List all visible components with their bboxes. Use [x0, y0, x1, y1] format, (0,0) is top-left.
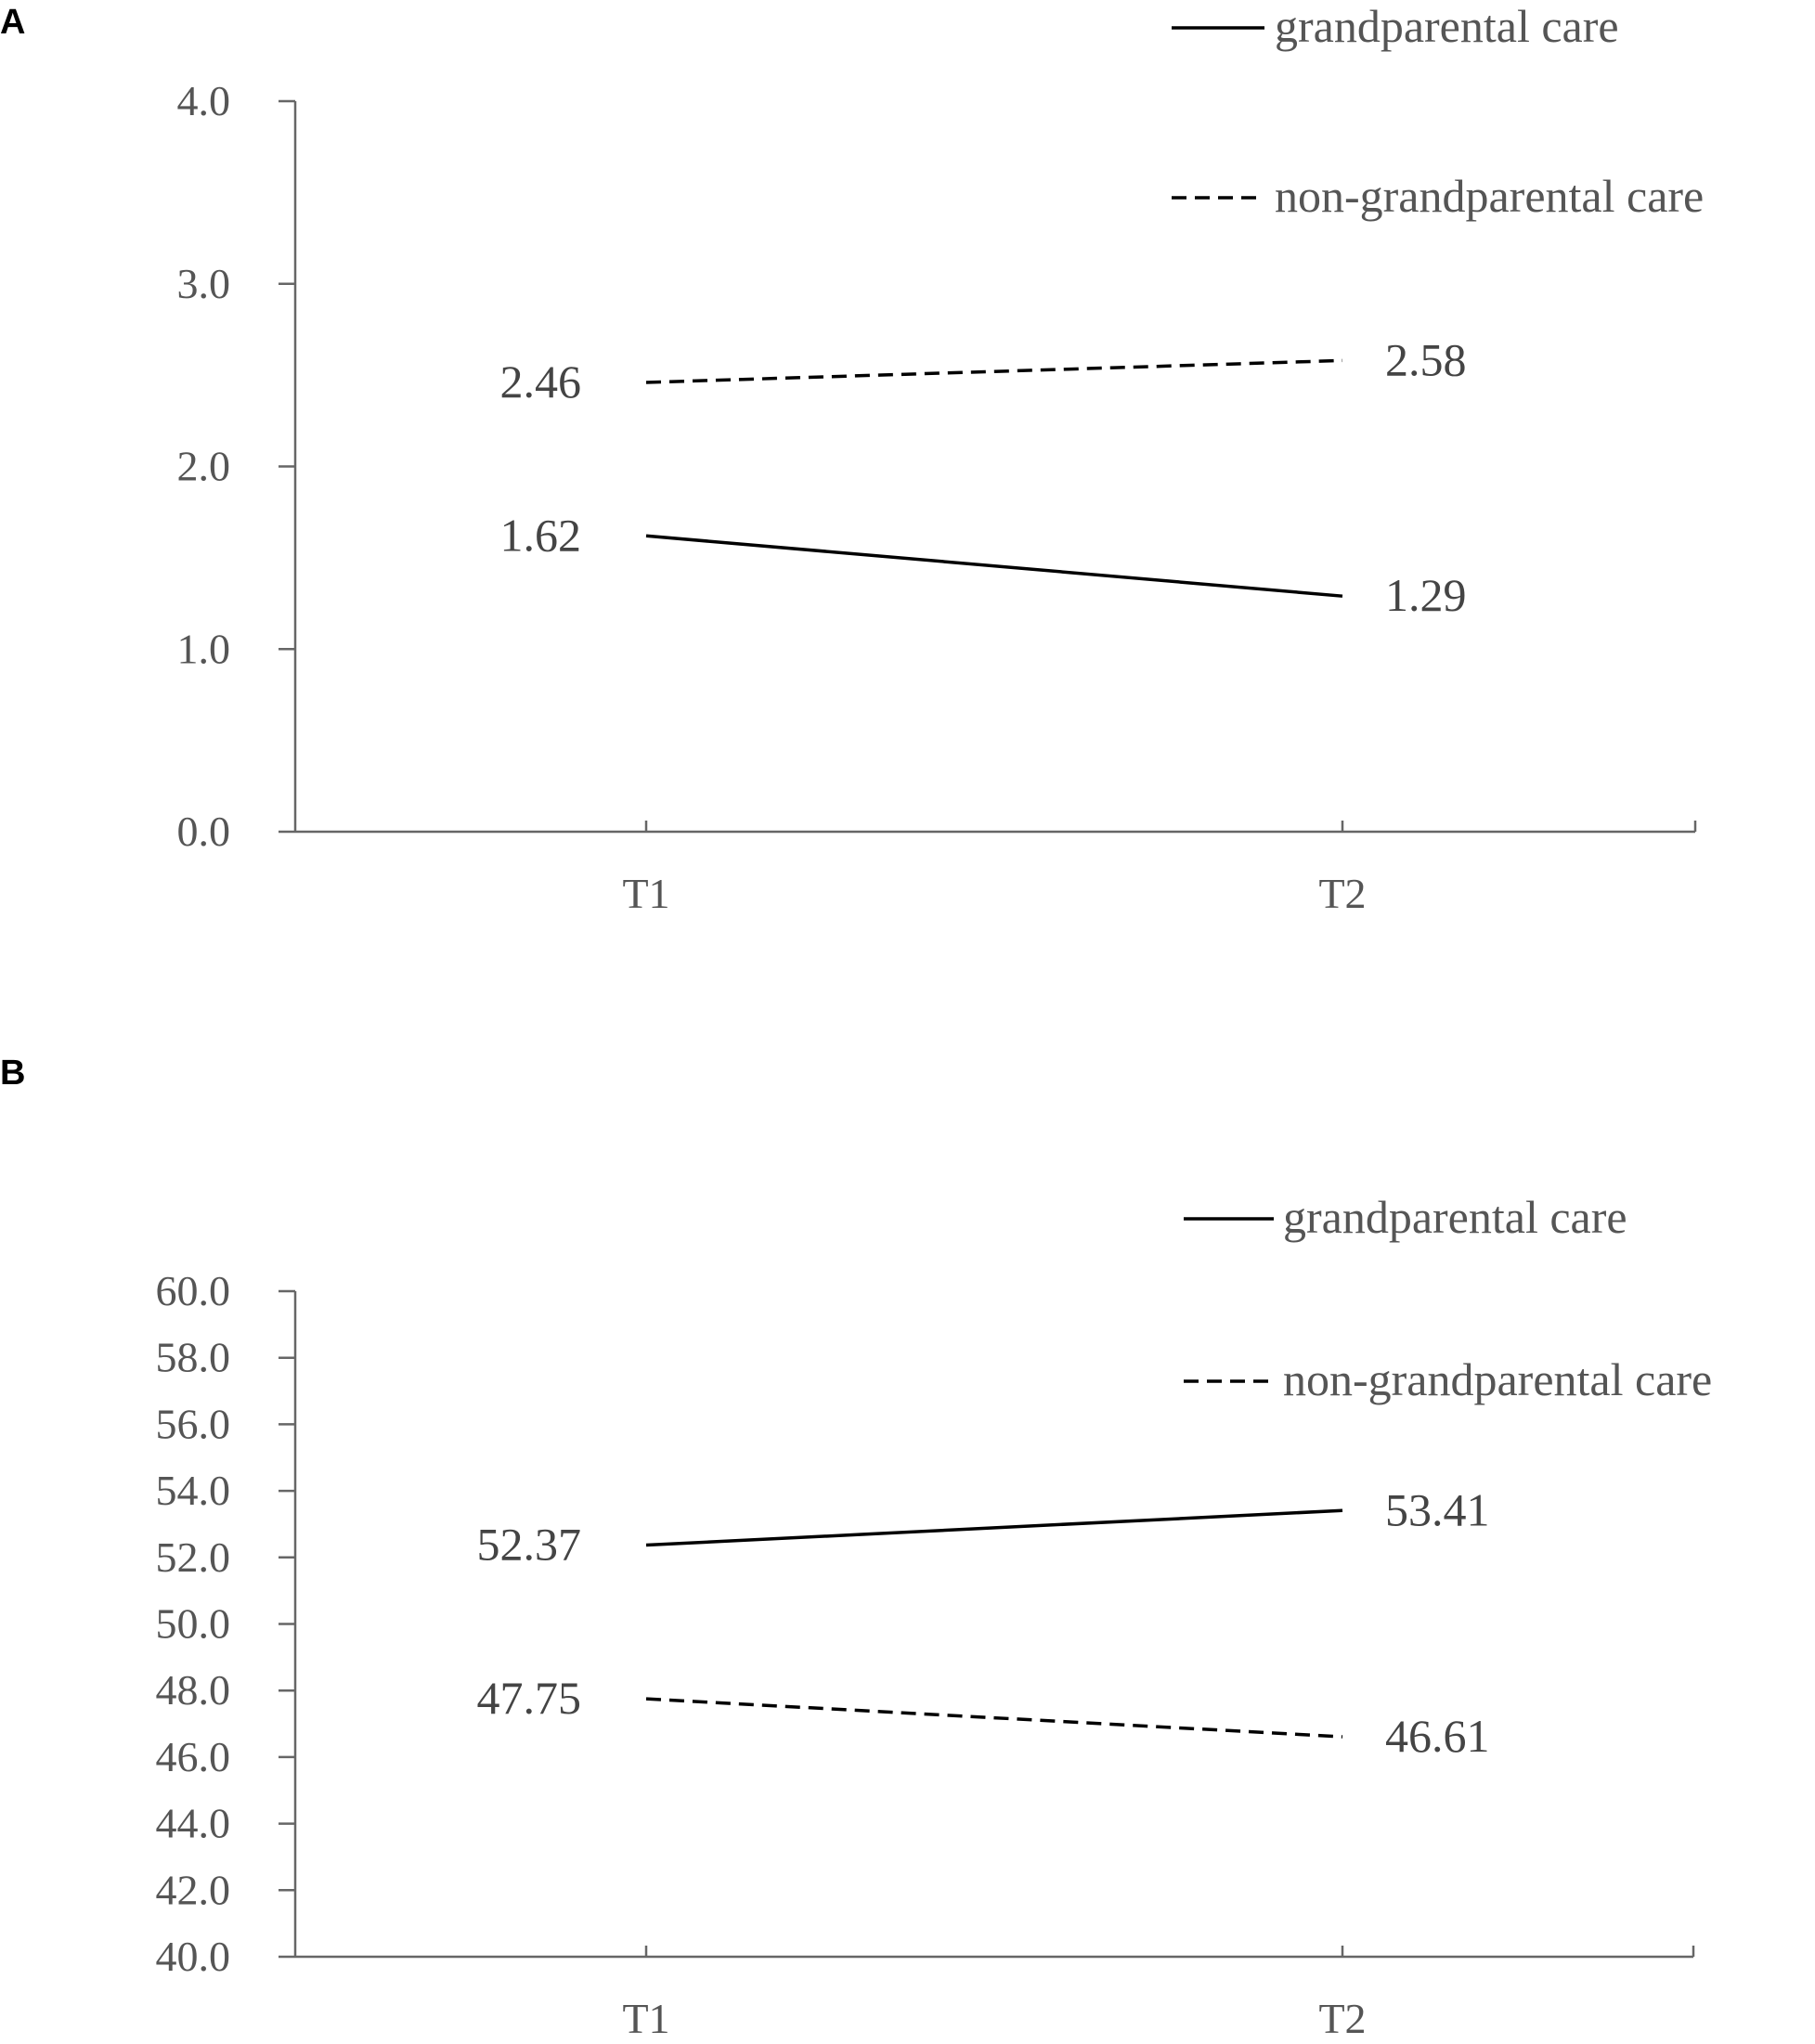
y-tick-label: 3.0: [177, 260, 231, 307]
y-tick-label: 48.0: [156, 1666, 231, 1714]
legend-label: grandparental care: [1275, 0, 1619, 52]
y-tick-label: 52.0: [156, 1533, 231, 1581]
x-tick-label: T2: [1318, 870, 1366, 917]
series-line-non-grandparental-care: [645, 1697, 1343, 1739]
data-label: 2.58: [1385, 333, 1467, 385]
y-tick-label: 1.0: [177, 625, 231, 672]
data-label: 47.75: [477, 1672, 582, 1724]
data-label: 53.41: [1385, 1483, 1490, 1535]
data-label: 1.62: [500, 509, 582, 561]
panel-label-b: B: [0, 1054, 25, 1093]
y-tick-label: 42.0: [156, 1866, 231, 1913]
series-line-non-grandparental-care: [645, 358, 1343, 384]
legend-label: grandparental care: [1283, 1191, 1627, 1243]
y-tick-labels-b: 40.0 42.0 44.0 46.0 48.0 50.0 52.0 54.0 56.0 58.0…: [156, 1267, 231, 1980]
y-tick-label: 0.0: [177, 808, 231, 855]
x-tick-label: T1: [622, 870, 669, 917]
legend-b: grandparental care non-grandparental car…: [1184, 1191, 1712, 1405]
legend-label: non-grandparental care: [1283, 1353, 1712, 1405]
data-label: 46.61: [1385, 1710, 1490, 1762]
legend-a: grandparental care non-grandparental car…: [1172, 0, 1704, 222]
y-tick-label: 54.0: [156, 1467, 231, 1514]
series-line-grandparental-care: [645, 1508, 1343, 1547]
chart-panel-a: A 0.01.02.03.04.0 T1 T2 1.621.292.46 2.58 …: [0, 0, 1704, 917]
series-lines-b: [645, 1508, 1343, 1739]
data-label: 1.29: [1385, 569, 1467, 621]
x-tick-labels-a: T1 T2: [622, 870, 1366, 917]
chart-panel-b: B 40.0 42.0 44.0 46.0 48.0 50.0 52.0 54.0 56.0 58…: [0, 1054, 1712, 2042]
x-tick-label: T1: [622, 1995, 669, 2042]
x-tick-label: T2: [1318, 1995, 1366, 2042]
data-label: 52.37: [477, 1519, 582, 1571]
y-tick-label: 60.0: [156, 1267, 231, 1314]
y-tick-label: 58.0: [156, 1334, 231, 1381]
axes-b: [279, 1289, 1695, 1959]
y-tick-labels-a: 0.0 1.0 2.0 3.0 4.0: [177, 77, 231, 855]
legend-label: non-grandparental care: [1275, 170, 1704, 222]
data-label: 2.46: [500, 356, 582, 408]
series-lines-a: [645, 358, 1343, 598]
axes-a: [279, 99, 1697, 834]
y-tick-label: 2.0: [177, 443, 231, 490]
data-labels-b: 52.37 53.41 47.75 46.61: [477, 1483, 1490, 1762]
y-tick-label: 4.0: [177, 77, 231, 124]
y-tick-label: 50.0: [156, 1600, 231, 1648]
panel-label-a: A: [0, 3, 25, 42]
x-tick-labels-b: T1 T2: [622, 1995, 1366, 2042]
series-line-grandparental-care: [645, 534, 1343, 598]
y-tick-label: 44.0: [156, 1800, 231, 1847]
y-tick-label: 46.0: [156, 1733, 231, 1780]
data-labels-a: 1.62 1.29 2.46 2.58: [500, 333, 1467, 621]
y-tick-label: 56.0: [156, 1400, 231, 1447]
y-tick-label: 40.0: [156, 1933, 231, 1980]
